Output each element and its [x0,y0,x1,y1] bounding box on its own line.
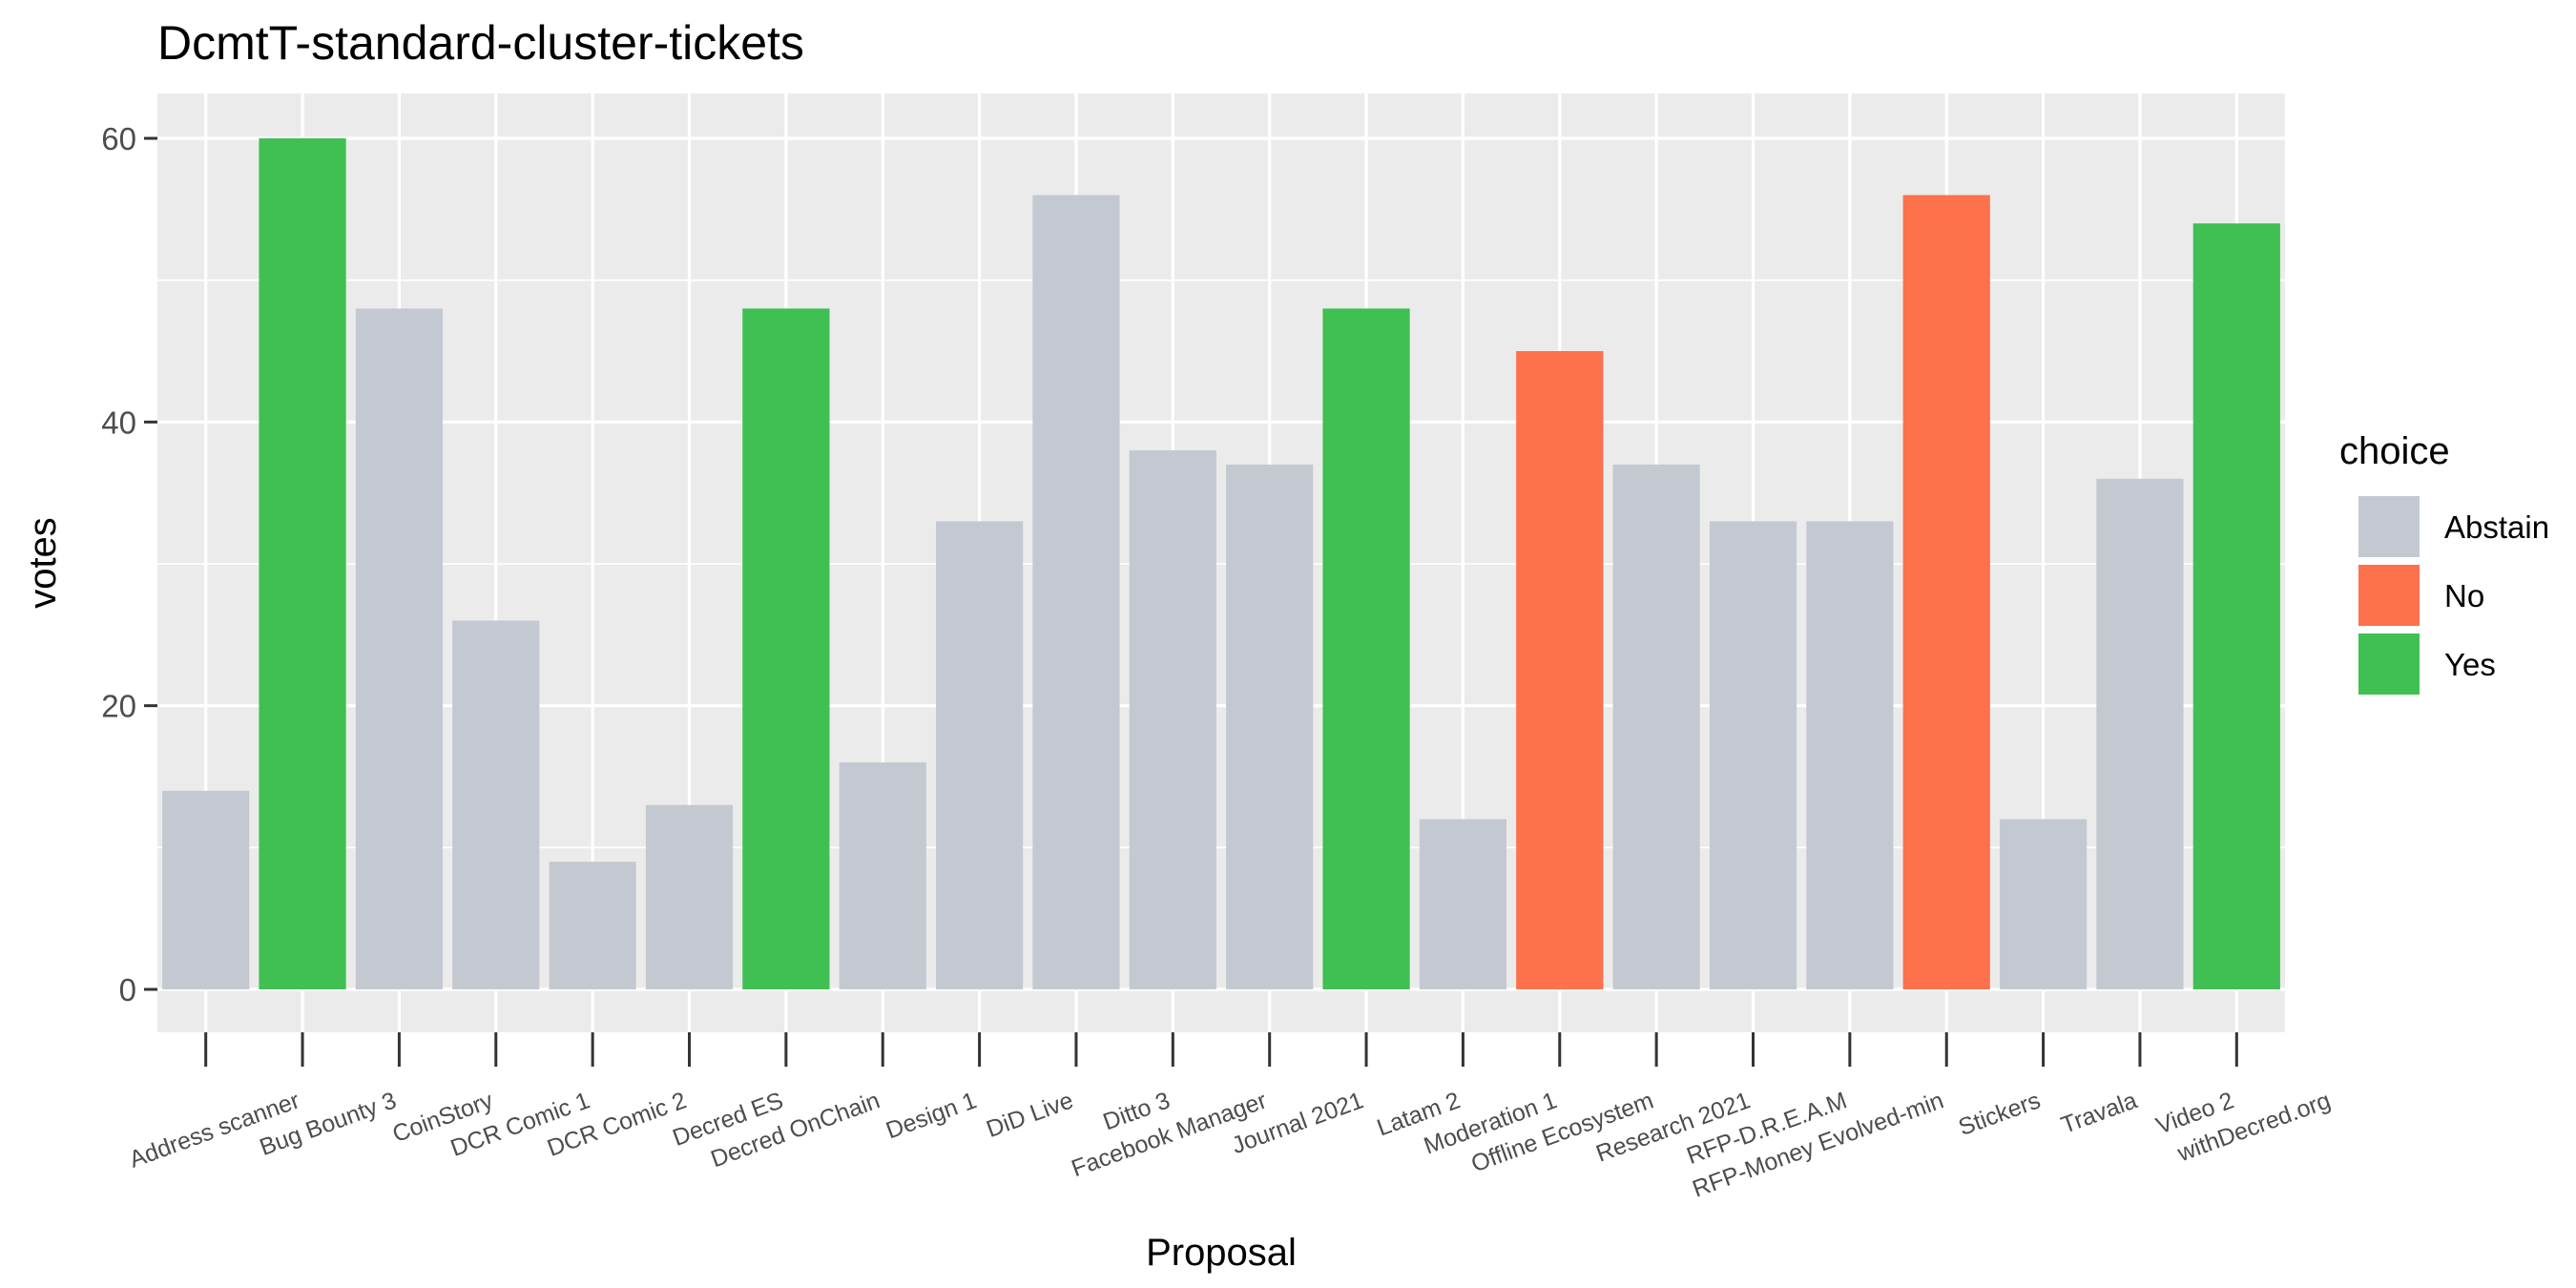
y-tick-label: 20 [101,689,136,724]
y-tick-label: 0 [119,972,136,1008]
bar-ditto-3 [1032,195,1120,989]
bar-facebook-manager [1129,450,1216,990]
bar-decred-es [645,804,734,989]
x-tick-label: Design 1 [883,1087,980,1144]
legend-key-abstain [2355,492,2423,561]
bar-stickers [1902,195,1990,989]
legend-label-yes: Yes [2444,647,2496,682]
legend: choice Abstain No Yes [2339,430,2549,698]
bar-offline-ecosystem [1516,351,1604,989]
bar-rfp-money-evolved-min [1806,521,1894,989]
bar-video-2 [2096,478,2184,989]
bar-dcr-comic-2 [549,862,636,989]
y-tick-label: 40 [101,405,136,440]
bar-coinstory [355,308,444,989]
y-axis-title: votes [22,517,64,609]
bar-decred-onchain [742,308,830,989]
legend-key-no [2355,561,2423,630]
x-tick-label: Travala [2058,1087,2141,1139]
chart-title: DcmtT-standard-cluster-tickets [157,16,804,70]
x-axis-title: Proposal [1146,1232,1297,1274]
y-axis: 0 20 40 60 [101,121,157,1008]
bar-bug-bounty-3 [259,138,346,989]
bars [162,138,2280,990]
y-tick-label: 60 [101,121,136,156]
bar-travala [1999,819,2088,989]
bar-rfp-d-r-e-a-m [1709,521,1797,989]
bar-address-scanner [162,790,250,989]
legend-label-no: No [2444,578,2484,613]
legend-title: choice [2339,430,2450,472]
x-tick-label: DiD Live [983,1087,1076,1143]
bar-dcr-comic-1 [452,620,540,989]
legend-key-yes [2355,630,2423,698]
bar-research-2021 [1612,464,1700,989]
bar-journal-2021 [1226,464,1314,989]
bar-did-live [935,521,1024,989]
bar-moderation-1 [1419,819,1507,989]
x-tick-label: Stickers [1955,1087,2044,1141]
bar-withdecred-org [2192,223,2280,989]
bar-design-1 [839,762,926,989]
bar-latam-2 [1322,308,1410,989]
legend-label-abstain: Abstain [2444,509,2549,545]
